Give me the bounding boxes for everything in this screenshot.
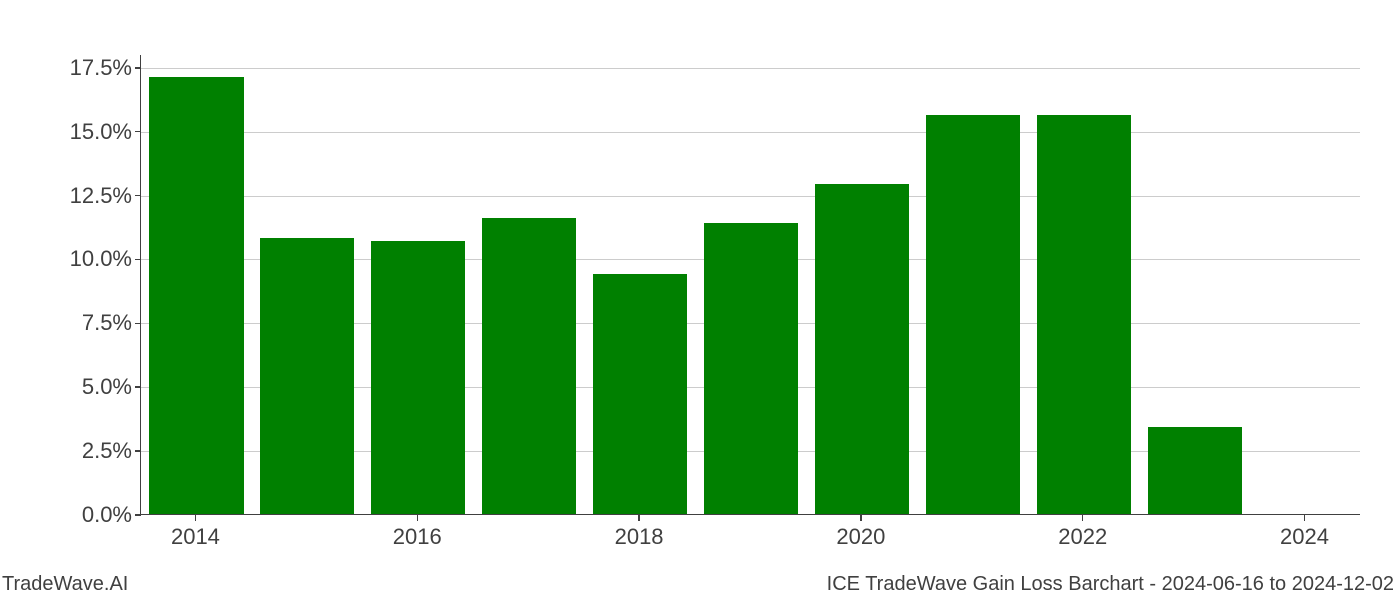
bar bbox=[593, 274, 687, 514]
y-tick-mark bbox=[135, 195, 141, 197]
y-tick-label: 5.0% bbox=[12, 374, 132, 400]
x-tick-label: 2022 bbox=[1058, 524, 1107, 550]
x-tick-mark bbox=[860, 515, 862, 521]
y-tick-label: 0.0% bbox=[12, 502, 132, 528]
x-tick-mark bbox=[417, 515, 419, 521]
y-tick-mark bbox=[135, 131, 141, 133]
y-tick-label: 17.5% bbox=[12, 55, 132, 81]
x-tick-mark bbox=[1082, 515, 1084, 521]
y-tick-label: 10.0% bbox=[12, 246, 132, 272]
y-tick-label: 12.5% bbox=[12, 183, 132, 209]
bar bbox=[1037, 115, 1131, 514]
bar bbox=[371, 241, 465, 514]
x-tick-mark bbox=[195, 515, 197, 521]
bar bbox=[482, 218, 576, 514]
bar bbox=[260, 238, 354, 514]
grid-line bbox=[141, 196, 1360, 197]
grid-line bbox=[141, 68, 1360, 69]
x-tick-mark bbox=[638, 515, 640, 521]
x-tick-label: 2024 bbox=[1280, 524, 1329, 550]
bar bbox=[149, 77, 243, 514]
y-tick-label: 2.5% bbox=[12, 438, 132, 464]
y-tick-mark bbox=[135, 67, 141, 69]
y-tick-mark bbox=[135, 514, 141, 516]
x-tick-label: 2016 bbox=[393, 524, 442, 550]
y-tick-mark bbox=[135, 259, 141, 261]
plot-area bbox=[140, 55, 1360, 515]
bar bbox=[704, 223, 798, 514]
y-tick-mark bbox=[135, 386, 141, 388]
y-tick-mark bbox=[135, 450, 141, 452]
chart-container: TradeWave.AI ICE TradeWave Gain Loss Bar… bbox=[0, 0, 1400, 600]
bar bbox=[926, 115, 1020, 514]
x-tick-label: 2018 bbox=[615, 524, 664, 550]
y-tick-label: 7.5% bbox=[12, 310, 132, 336]
y-tick-label: 15.0% bbox=[12, 119, 132, 145]
grid-line bbox=[141, 132, 1360, 133]
x-tick-mark bbox=[1304, 515, 1306, 521]
bar bbox=[1148, 427, 1242, 514]
footer-right-text: ICE TradeWave Gain Loss Barchart - 2024-… bbox=[827, 573, 1394, 596]
x-tick-label: 2020 bbox=[836, 524, 885, 550]
x-tick-label: 2014 bbox=[171, 524, 220, 550]
footer-left-text: TradeWave.AI bbox=[2, 573, 128, 596]
y-tick-mark bbox=[135, 323, 141, 325]
bar bbox=[815, 184, 909, 514]
